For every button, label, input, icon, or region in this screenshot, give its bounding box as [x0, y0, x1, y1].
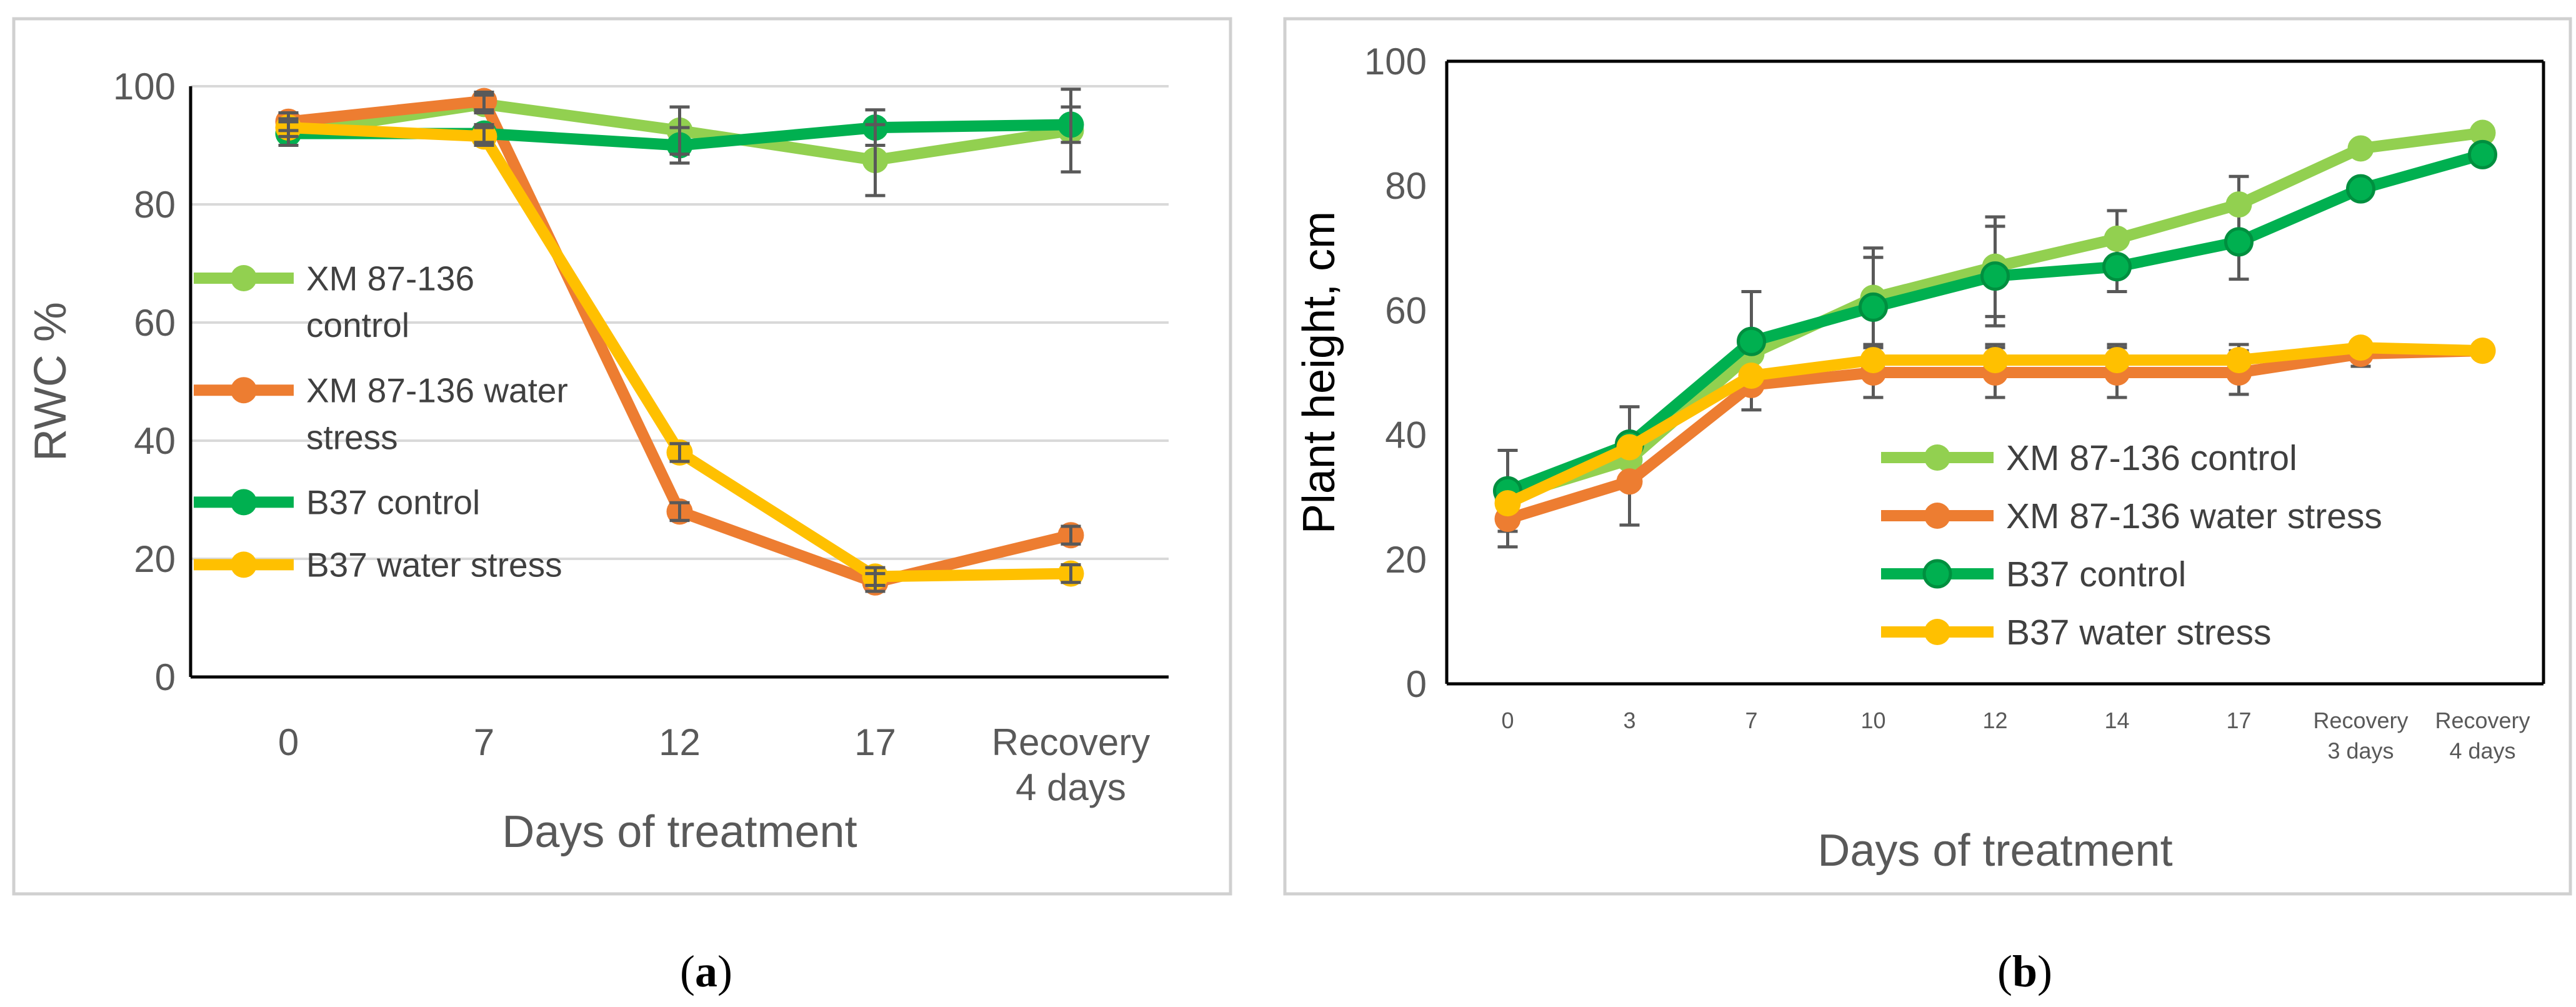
panel-b-legend-label: XM 87-136 water stress: [2006, 496, 2382, 536]
panel-a-y-tick-label: 40: [134, 420, 176, 462]
panel-a-x-axis-title: Days of treatment: [502, 807, 857, 857]
panel-b-series-2-point: [2468, 139, 2497, 169]
panel-a-legend-label: B37 water stress: [306, 546, 562, 584]
panel-a-legend-label: B37 control: [306, 483, 480, 522]
panel-b-y-tick-label: 20: [1385, 539, 1427, 581]
panel-b-series-2-point: [1859, 292, 1888, 322]
panel-b-series-0-point: [2225, 191, 2252, 218]
panel-b-series-2-point: [1737, 326, 1766, 356]
panel-b-x-tick-label: 7: [1745, 708, 1757, 733]
panel-b-x-axis-title: Days of treatment: [1817, 826, 2172, 876]
panel-b-x-tick-label: 0: [1501, 708, 1514, 733]
panel-b-label-letter: b: [2012, 946, 2037, 996]
panel-b-x-tick-label: 4 days: [2449, 738, 2515, 764]
panel-a-frame: [12, 17, 1232, 896]
panel-a-legend-swatch-marker: [231, 265, 257, 291]
panel-b-series-3-point: [1616, 434, 1643, 461]
panel-a-legend-label: XM 87-136 water: [306, 371, 568, 409]
panel-b-x-tick-label: 10: [1860, 708, 1885, 733]
panel-a-legend-swatch-marker: [231, 551, 257, 578]
panel-b-y-tick-label: 60: [1385, 289, 1427, 331]
panel-a-legend-swatch-marker: [231, 377, 257, 404]
panel-b-x-tick-label: 17: [2226, 708, 2251, 733]
panel-b-legend-swatch-marker: [1922, 559, 1952, 589]
panel-b-y-tick-label: 40: [1385, 414, 1427, 456]
panel-b-x-tick-label: Recovery: [2313, 708, 2408, 733]
panel-b-series-0-point: [2104, 225, 2130, 252]
panel-a-legend-label: XM 87-136: [306, 259, 474, 298]
panel-b-legend-label: B37 control: [2006, 554, 2186, 594]
panel-b-series-3-point: [2225, 347, 2252, 374]
panel-a-label: (a): [680, 946, 732, 996]
panel-a-y-tick-label: 100: [113, 66, 176, 108]
panel-b-series-0-point: [2347, 135, 2374, 162]
panel-b-label: (b): [1997, 946, 2052, 996]
panel-b-legend-label: XM 87-136 control: [2006, 438, 2297, 478]
panel-b-series-3-point: [1982, 347, 2009, 374]
panel-a-y-tick-label: 0: [155, 656, 176, 698]
panel-a-y-tick-label: 80: [134, 184, 176, 226]
panel-b-series-2-point: [1980, 261, 2010, 291]
panel-b-legend-swatch-marker: [1924, 444, 1950, 471]
panel-b-series-2-point: [2346, 174, 2375, 204]
panel-a-y-tick-label: 60: [134, 302, 176, 344]
panel-b-y-tick-label: 0: [1406, 663, 1427, 705]
panel-b-series-3-point: [1860, 347, 1887, 374]
panel-a-x-tick-label: Recovery: [992, 721, 1150, 763]
panel-a-x-tick-label: 0: [278, 721, 299, 763]
panel-b-series-3-point: [2469, 338, 2496, 364]
panel-a-y-axis-title: RWC %: [26, 302, 76, 461]
panel-b-x-tick-label: 3 days: [2327, 738, 2394, 764]
panel-b-series-1-point: [1616, 468, 1643, 495]
panel-a-legend-label: stress: [306, 418, 398, 456]
panel-b-series-3-point: [2104, 347, 2130, 374]
panel-b-series-2-point: [2102, 252, 2132, 282]
panel-a-label-letter: a: [695, 946, 717, 996]
panel-b-series-3-point: [1738, 362, 1765, 389]
panel-b-x-tick-label: 3: [1623, 708, 1635, 733]
panel-a-x-tick-label: 4 days: [1016, 766, 1126, 808]
panel-b-series-0-point: [2469, 119, 2496, 146]
panel-a-legend-label: control: [306, 306, 409, 344]
panel-a-x-tick-label: 17: [854, 721, 896, 763]
panel-a-y-tick-label: 20: [134, 538, 176, 580]
panel-b-legend-swatch-marker: [1924, 619, 1950, 645]
panel-b-y-tick-label: 80: [1385, 165, 1427, 207]
panel-b-x-tick-label: 14: [2104, 708, 2129, 733]
panel-b-legend-label: B37 water stress: [2006, 613, 2272, 653]
panel-b-series-3-point: [2347, 334, 2374, 361]
panel-b-series-2-point: [2224, 227, 2254, 257]
panel-b-chart: 0 20 40 60 80 100 0 3 7 10 12 14 17 Recovery 3 days Rec…: [1294, 41, 2545, 876]
panel-b-y-tick-label: 100: [1364, 41, 1427, 83]
panel-b-x-tick-label: Recovery: [2435, 708, 2530, 733]
panel-a-legend-swatch-marker: [231, 489, 257, 516]
panel-b-series-3-point: [1494, 490, 1521, 517]
panel-b-y-axis-title: Plant height, cm: [1294, 211, 1344, 534]
panel-b-x-tick-label: 12: [1982, 708, 2007, 733]
panel-a-x-tick-label: 7: [474, 721, 494, 763]
panel-b-legend-swatch-marker: [1924, 503, 1950, 529]
panel-a-x-tick-label: 12: [659, 721, 701, 763]
